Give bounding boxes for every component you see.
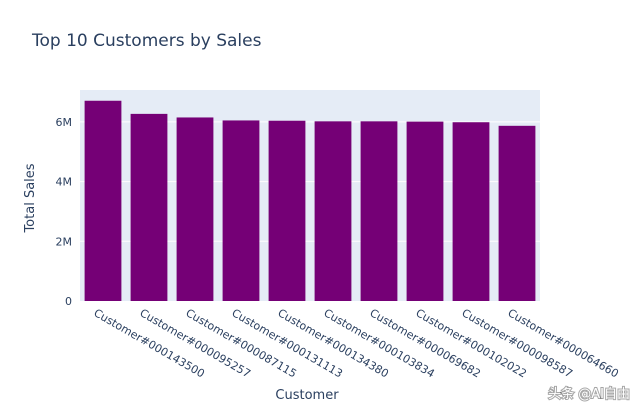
- bar: [406, 121, 444, 302]
- y-tick-label: 2M: [56, 235, 73, 248]
- y-axis-title: Total Sales: [23, 163, 38, 233]
- bar: [222, 120, 260, 301]
- y-tick-label: 4M: [56, 176, 73, 189]
- bar: [84, 100, 122, 301]
- bar: [314, 121, 352, 301]
- bar: [176, 117, 214, 301]
- x-axis-title: Customer: [275, 388, 339, 403]
- y-tick-label: 0: [65, 295, 72, 308]
- y-tick-labels: 0 2M 4M 6M: [56, 116, 73, 308]
- watermark: 头条 @AI自由: [548, 386, 630, 402]
- bar: [452, 122, 490, 301]
- bar: [268, 120, 306, 301]
- bars: [84, 100, 536, 302]
- bar: [498, 125, 536, 301]
- chart-title: Top 10 Customers by Sales: [31, 31, 262, 51]
- bar: [130, 113, 168, 301]
- bar: [360, 121, 398, 301]
- y-tick-label: 6M: [56, 116, 73, 129]
